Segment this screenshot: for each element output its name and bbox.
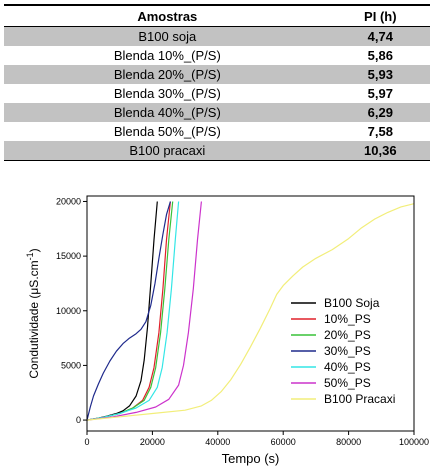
- y-axis-title-main: Condutividade (μS.cm: [27, 260, 41, 378]
- series-line-50-ps: [86, 201, 202, 421]
- header-samples: Amostras: [137, 8, 198, 24]
- induction-period-table-container: Amostras PI (h) B100 soja 4,74 Blenda 10…: [4, 4, 430, 161]
- y-axis-title: Condutividade (μS.cm-1): [25, 248, 41, 378]
- sample-cell: Blenda 30%_(P/S): [113, 86, 221, 101]
- y-tick-label: 15000: [56, 251, 81, 261]
- table-row: B100 soja 4,74: [4, 26, 430, 46]
- x-tick-label: 60000: [271, 437, 296, 447]
- plot-frame: [86, 195, 415, 432]
- y-axis-title-suffix: ): [27, 248, 41, 252]
- series-line-b100-pracaxi: [86, 203, 415, 421]
- legend-label: 30%_PS: [324, 344, 371, 358]
- x-tick-label: 40000: [205, 437, 230, 447]
- series-line-20-ps: [86, 201, 174, 421]
- legend-label: B100 Pracaxi: [324, 392, 395, 406]
- plot-area: [86, 201, 415, 421]
- legend-label: B100 Soja: [324, 296, 380, 310]
- table-row: Blenda 20%_(P/S) 5,93: [4, 65, 430, 84]
- conductivity-chart: 0 20000 40000 60000 80000 100000 0 5000 10000 150…: [25, 195, 429, 466]
- table-header-row: Amostras PI (h): [4, 5, 430, 27]
- pi-cell: 6,29: [330, 103, 430, 122]
- y-tick-label: 20000: [56, 196, 81, 206]
- x-axis-title: Tempo (s): [222, 451, 280, 466]
- sample-cell: Blenda 20%_(P/S): [4, 65, 331, 84]
- x-tick-label: 0: [84, 437, 89, 447]
- table-row: B100 pracaxi 10,36: [4, 141, 430, 161]
- series-line-40-ps: [86, 201, 180, 421]
- pi-cell: 7,58: [367, 124, 393, 139]
- y-tick-label: 5000: [61, 360, 81, 370]
- x-tick-label: 100000: [399, 437, 429, 447]
- legend-label: 20%_PS: [324, 328, 371, 342]
- table-row: Blenda 10%_(P/S) 5,86: [4, 46, 430, 65]
- sample-cell: B100 pracaxi: [4, 141, 331, 161]
- y-axis-title-exponent: -1: [25, 252, 35, 260]
- table-row: Blenda 40%_(P/S) 6,29: [4, 103, 430, 122]
- legend-label: 10%_PS: [324, 312, 371, 326]
- legend-label: 40%_PS: [324, 360, 371, 374]
- sample-cell: Blenda 40%_(P/S): [4, 103, 331, 122]
- pi-cell: 5,86: [367, 48, 393, 63]
- sample-cell: B100 soja: [4, 26, 331, 46]
- legend-label: 50%_PS: [324, 376, 371, 390]
- x-tick-label: 80000: [336, 437, 361, 447]
- table-row: Blenda 30%_(P/S) 5,97: [4, 84, 430, 103]
- axes: 0 20000 40000 60000 80000 100000 0 5000 10000 150…: [56, 196, 429, 447]
- sample-cell: Blenda 50%_(P/S): [113, 124, 221, 139]
- legend: B100 Soja 10%_PS 20%_PS 30%_PS 40%_PS 50%_PS B…: [291, 296, 395, 406]
- x-tick-label: 20000: [140, 437, 165, 447]
- y-tick-label: 0: [76, 415, 81, 425]
- pi-cell: 5,93: [330, 65, 430, 84]
- pi-cell: 5,97: [367, 86, 393, 101]
- sample-cell: Blenda 10%_(P/S): [113, 48, 221, 63]
- series-line-30-ps: [86, 201, 171, 421]
- pi-cell: 10,36: [330, 141, 430, 161]
- table-row: Blenda 50%_(P/S) 7,58: [4, 122, 430, 141]
- pi-cell: 4,74: [330, 26, 430, 46]
- header-pi: PI (h): [364, 8, 397, 24]
- y-tick-label: 10000: [56, 306, 81, 316]
- induction-period-table: Amostras PI (h) B100 soja 4,74 Blenda 10…: [4, 4, 430, 161]
